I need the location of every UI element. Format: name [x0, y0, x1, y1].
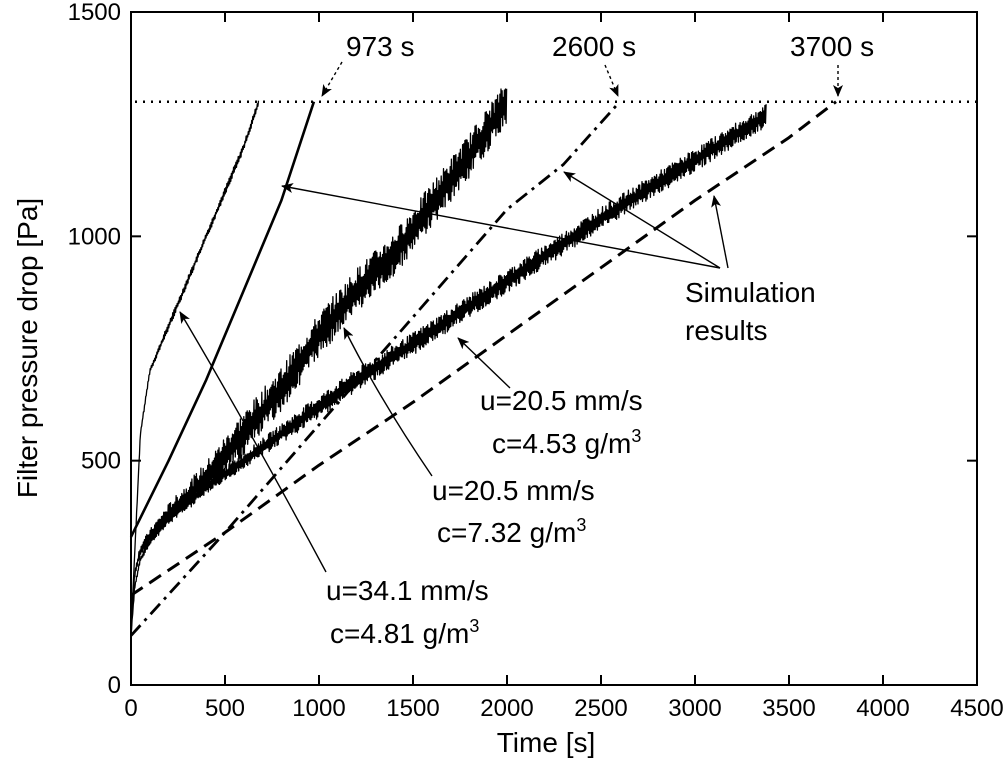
x-tick-label: 500 [205, 695, 245, 722]
label-a1-c-sup: 3 [631, 426, 641, 446]
x-tick-label: 2000 [480, 695, 533, 722]
x-tick-label: 4500 [950, 695, 1003, 722]
arrow-a3 [179, 311, 327, 573]
label-3700: 3700 s [790, 31, 874, 62]
label-a3-c: c=4.81 g/m3 [330, 616, 479, 649]
x-tick-label: 1000 [292, 695, 345, 722]
y-tick-label: 500 [81, 448, 121, 475]
label-973: 973 s [346, 31, 415, 62]
x-tick-label: 4000 [856, 695, 909, 722]
label-a1-c-main: c=4.53 g/m [492, 428, 631, 459]
y-tick-label: 0 [108, 672, 121, 699]
arrow-973 [321, 61, 343, 97]
label-2600: 2600 s [552, 31, 636, 62]
label-a3-c-sup: 3 [469, 616, 479, 636]
series-line-3 [130, 88, 508, 629]
series-line-5 [130, 104, 767, 635]
x-tick-label: 1500 [386, 695, 439, 722]
series-line-1 [130, 100, 260, 631]
x-axis-label: Time [s] [497, 727, 596, 758]
arrow-2600 [604, 64, 619, 97]
y-tick-label: 1500 [68, 0, 121, 26]
label-a2-c: c=7.32 g/m3 [437, 515, 586, 548]
arrow-a2 [343, 327, 433, 477]
label-a2-c-sup: 3 [576, 515, 586, 535]
x-tick-label: 2500 [574, 695, 627, 722]
arrow-sim-3 [711, 195, 729, 269]
label-a3-u: u=34.1 mm/s [326, 575, 489, 606]
x-tick-label: 3500 [762, 695, 815, 722]
label-a1-c: c=4.53 g/m3 [492, 426, 641, 459]
x-tick-label: 0 [124, 695, 137, 722]
annotation-arrows [179, 61, 843, 573]
annotations: 973 s 2600 s 3700 s Simulation results u… [326, 31, 874, 649]
y-axis-label: Filter pressure drop [Pa] [12, 198, 43, 498]
y-tick-label: 1000 [68, 223, 121, 250]
label-a3-c-main: c=4.81 g/m [330, 618, 469, 649]
series-group [129, 88, 837, 637]
series-line-4 [129, 100, 621, 637]
label-a1-u: u=20.5 mm/s [480, 385, 643, 416]
label-a2-u: u=20.5 mm/s [432, 475, 595, 506]
arrow-a1 [457, 337, 511, 389]
plot-area [130, 11, 978, 686]
x-axis-ticks: 0 500 1000 1500 2000 2500 3000 3500 4000 4500 [124, 12, 1004, 722]
arrow-sim-1 [281, 183, 721, 269]
arrow-sim-2 [563, 171, 721, 269]
y-axis-ticks: 0 500 1000 1500 [68, 0, 977, 699]
label-a2-c-main: c=7.32 g/m [437, 517, 576, 548]
label-results: results [685, 315, 767, 346]
x-tick-label: 3000 [668, 695, 721, 722]
label-simulation: Simulation [685, 277, 816, 308]
